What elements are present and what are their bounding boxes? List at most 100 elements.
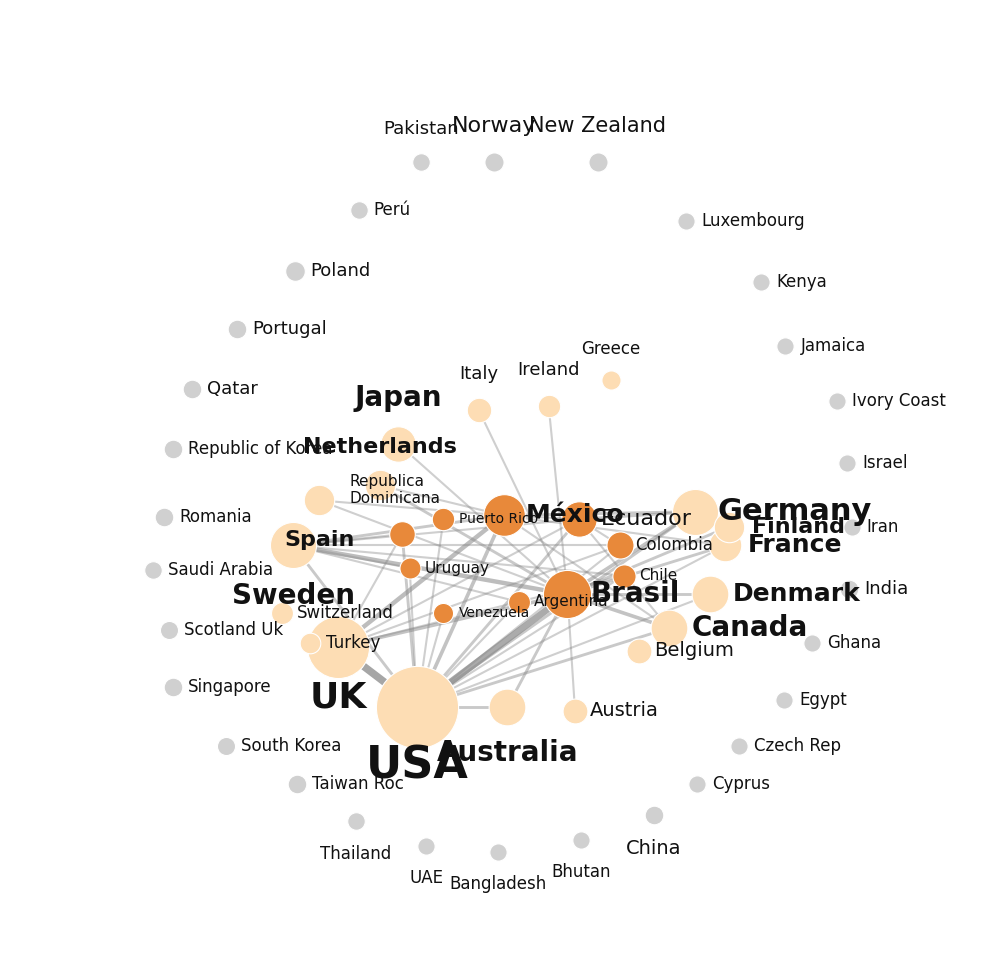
Point (689, 776, 705, 792)
Text: Norway: Norway (451, 116, 536, 136)
Text: Thailand: Thailand (320, 845, 391, 864)
Point (436, 605, 451, 621)
Text: Romania: Romania (179, 508, 251, 526)
Point (145, 562, 160, 578)
Text: Switzerland: Switzerland (297, 604, 394, 622)
Point (289, 776, 305, 792)
Text: Netherlands: Netherlands (303, 437, 456, 457)
Point (661, 621, 677, 636)
Text: Sweden: Sweden (232, 582, 354, 610)
Point (804, 635, 820, 651)
Point (842, 582, 857, 597)
Text: China: China (626, 839, 682, 858)
Text: Kenya: Kenya (776, 273, 828, 292)
Point (603, 373, 619, 388)
Point (511, 594, 527, 610)
Point (687, 504, 703, 519)
Text: Spain: Spain (284, 531, 354, 550)
Text: South Korea: South Korea (241, 737, 341, 755)
Point (274, 605, 290, 621)
Point (184, 382, 200, 397)
Text: Japan: Japan (354, 385, 443, 413)
Point (490, 844, 506, 860)
Text: Puerto Rico: Puerto Rico (458, 512, 538, 526)
Point (413, 154, 429, 170)
Point (350, 202, 366, 218)
Text: UK: UK (310, 681, 367, 714)
Text: Finland: Finland (751, 516, 844, 537)
Text: Jamaica: Jamaica (801, 338, 865, 355)
Point (436, 511, 451, 527)
Point (347, 813, 363, 829)
Text: Australia: Australia (437, 739, 578, 766)
Point (496, 508, 512, 523)
Text: Egypt: Egypt (799, 691, 846, 709)
Point (229, 321, 245, 337)
Text: Bangladesh: Bangladesh (449, 874, 546, 893)
Point (471, 402, 487, 418)
Text: Chile: Chile (639, 568, 677, 583)
Point (394, 526, 410, 542)
Text: Ivory Coast: Ivory Coast (851, 392, 945, 410)
Text: Portugal: Portugal (251, 320, 327, 338)
Text: Republic of Korea: Republic of Korea (188, 440, 333, 459)
Text: Ireland: Ireland (518, 361, 580, 380)
Text: Canada: Canada (691, 614, 808, 642)
Text: Perú: Perú (373, 201, 411, 220)
Text: Taiwan Roc: Taiwan Roc (312, 775, 404, 793)
Text: Uruguay: Uruguay (425, 560, 490, 576)
Point (218, 738, 234, 753)
Text: Pakistan: Pakistan (383, 120, 458, 139)
Text: Austria: Austria (590, 702, 659, 720)
Text: Ghana: Ghana (827, 634, 881, 652)
Point (419, 838, 435, 854)
Point (312, 493, 328, 508)
Point (843, 519, 859, 535)
Point (590, 154, 606, 170)
Text: Republica
Dominicana: Republica Dominicana (349, 474, 441, 506)
Point (718, 538, 734, 553)
Point (678, 213, 694, 228)
Point (573, 833, 589, 848)
Point (559, 587, 575, 602)
Point (331, 639, 346, 655)
Text: New Zealand: New Zealand (529, 116, 666, 136)
Point (612, 538, 628, 553)
Text: México: México (526, 504, 625, 527)
Text: Ecuador: Ecuador (601, 509, 692, 529)
Point (646, 807, 662, 823)
Text: India: India (864, 580, 909, 598)
Point (631, 643, 646, 659)
Text: Poland: Poland (311, 263, 370, 280)
Text: Iran: Iran (866, 517, 899, 536)
Point (156, 509, 172, 525)
Text: Colombia: Colombia (636, 537, 713, 554)
Text: Qatar: Qatar (207, 381, 257, 398)
Text: France: France (747, 534, 842, 557)
Point (840, 455, 855, 470)
Point (161, 622, 177, 637)
Point (753, 274, 769, 290)
Point (731, 738, 746, 753)
Text: Italy: Italy (459, 365, 498, 384)
Point (409, 699, 425, 714)
Text: Argentina: Argentina (534, 594, 608, 609)
Point (616, 568, 632, 584)
Point (567, 703, 583, 718)
Text: Bhutan: Bhutan (551, 863, 611, 880)
Point (777, 339, 793, 354)
Point (303, 635, 319, 651)
Point (702, 587, 718, 602)
Point (486, 154, 502, 170)
Text: Brasil: Brasil (590, 581, 679, 608)
Text: Belgium: Belgium (654, 641, 734, 660)
Text: Turkey: Turkey (326, 634, 380, 652)
Point (165, 679, 181, 695)
Text: Scotland Uk: Scotland Uk (184, 621, 283, 638)
Text: Greece: Greece (581, 340, 641, 357)
Point (165, 441, 181, 457)
Text: Czech Rep: Czech Rep (753, 737, 841, 755)
Point (829, 393, 844, 409)
Point (541, 398, 556, 414)
Text: USA: USA (365, 745, 468, 788)
